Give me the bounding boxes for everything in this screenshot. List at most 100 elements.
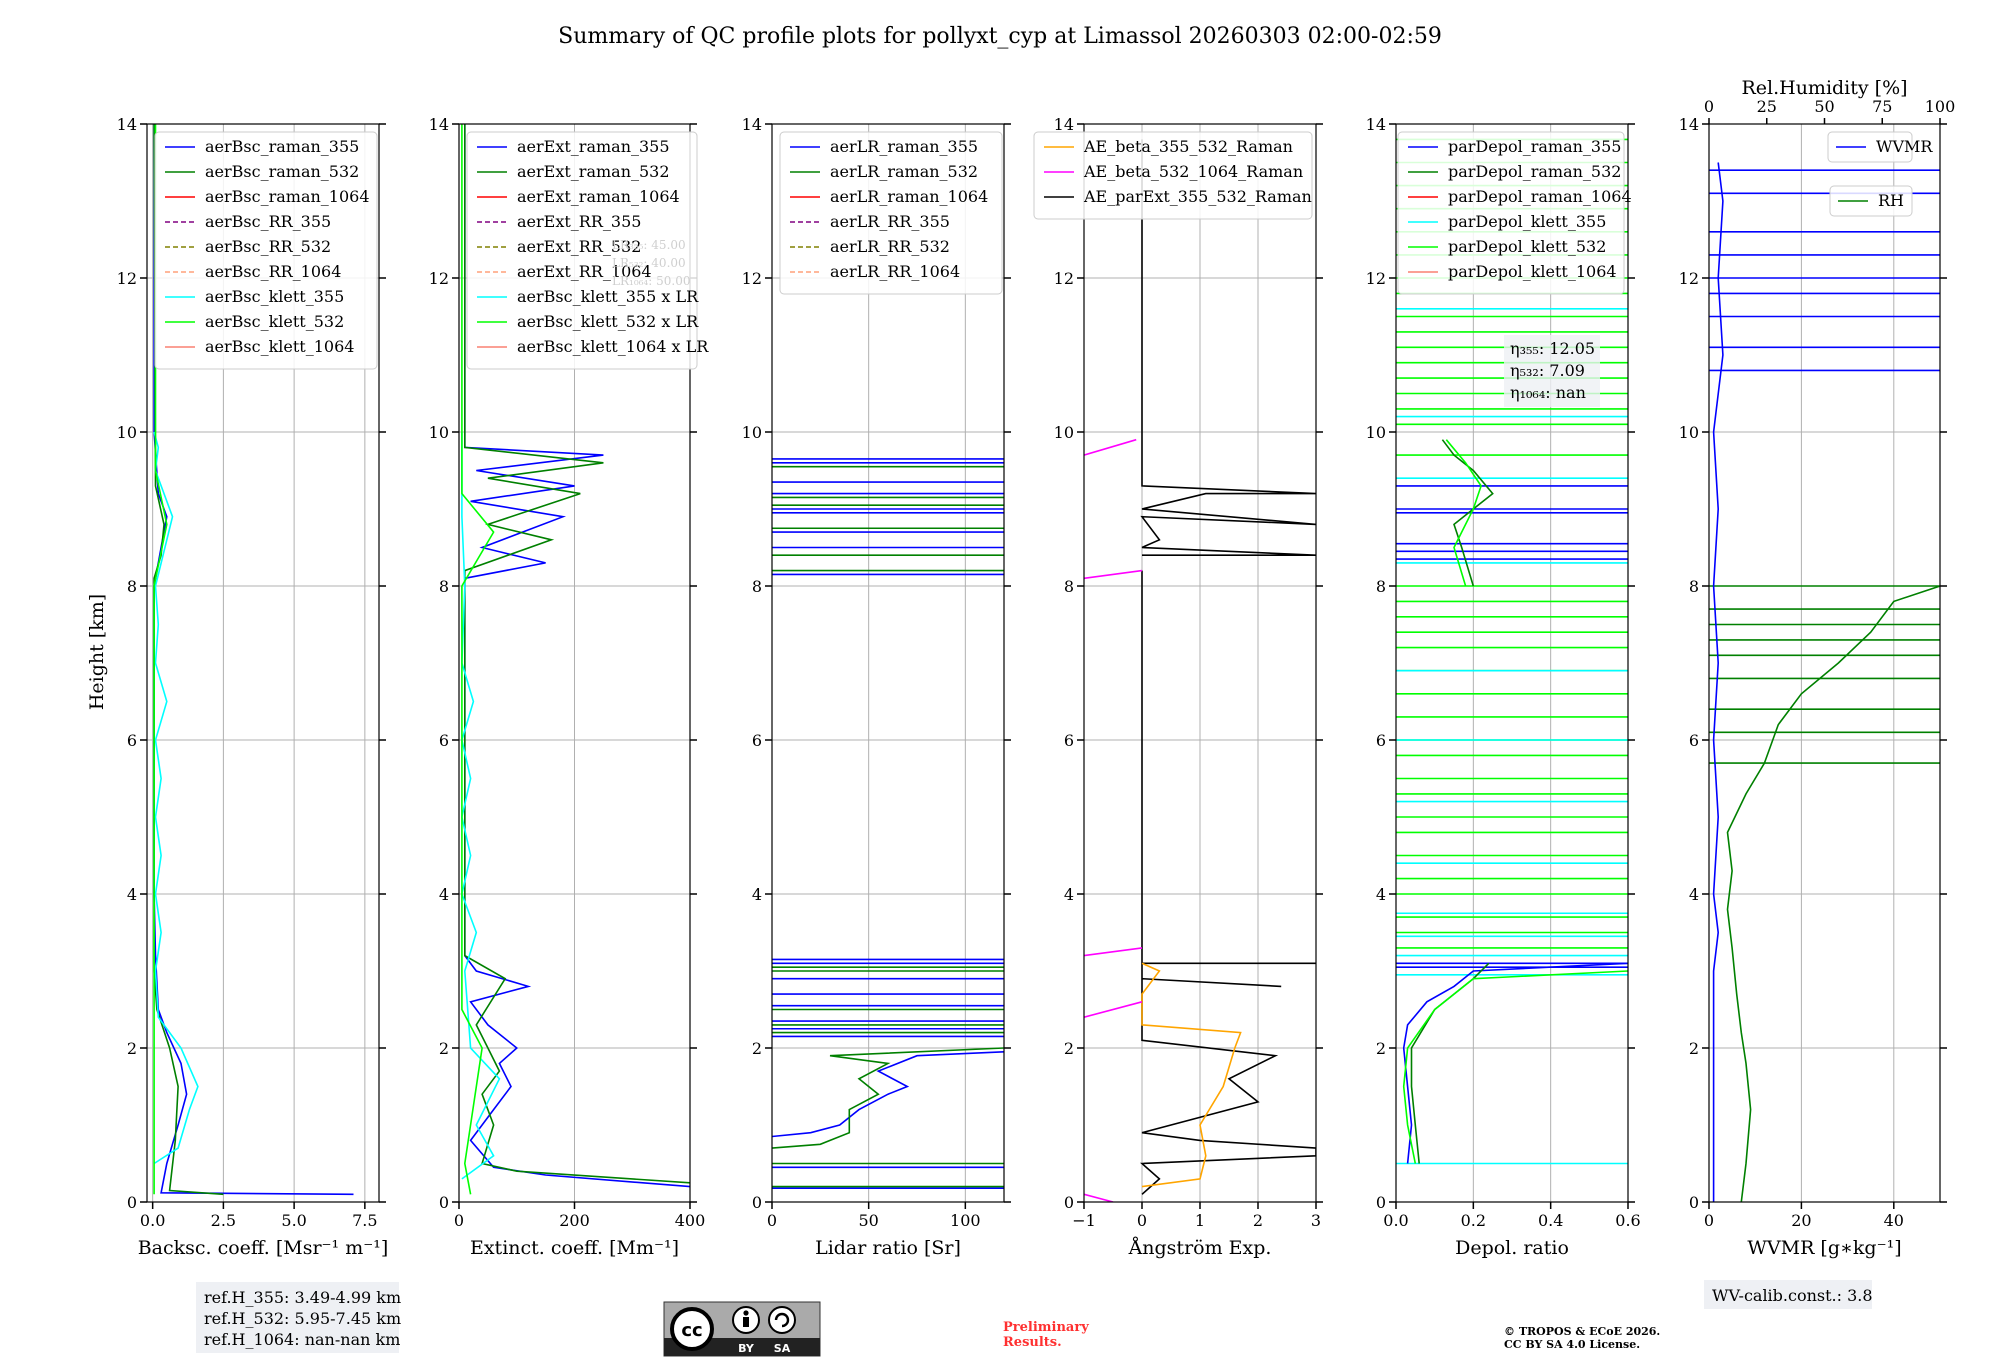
eta-annotation: η₅₃₂: 7.09	[1510, 361, 1585, 380]
legend-box	[154, 131, 378, 370]
y-tick-label: 4	[752, 885, 762, 904]
legend-entry: aerLR_RR_1064	[830, 262, 960, 281]
x-tick-label: 0.4	[1538, 1211, 1563, 1230]
profile-line-magenta	[1084, 947, 1143, 957]
y-tick-label: 2	[439, 1039, 449, 1058]
legend-box	[466, 131, 698, 370]
y-tick-label: 0	[1689, 1193, 1699, 1212]
legend-entry: aerBsc_klett_532	[205, 312, 344, 331]
lr-annotation: LR₅₃₂: 40.00	[612, 256, 686, 270]
x-tick-label: 0.0	[1383, 1211, 1408, 1230]
cc-license-badge[interactable]: cc BY SA	[663, 1301, 821, 1357]
data-layer-ae	[1084, 139, 1316, 1202]
profile-line-blue	[1402, 962, 1628, 1164]
sa-label: SA	[774, 1342, 791, 1355]
profile-line-cyan	[461, 432, 501, 1180]
y-tick-label: 8	[1689, 577, 1699, 596]
profile-line-black	[1140, 139, 1316, 556]
y-tick-label: 0	[752, 1193, 762, 1212]
x-tick-label: 0	[1704, 1211, 1714, 1230]
legend-entry: WVMR	[1876, 137, 1933, 156]
by-person-head	[743, 1310, 749, 1316]
x-axis-label: Backsc. coeff. [Msr⁻¹ m⁻¹]	[138, 1237, 389, 1259]
legend-entry: aerLR_RR_532	[830, 237, 950, 256]
profile-line-green	[464, 124, 690, 1184]
y-tick-label: 10	[1679, 423, 1699, 442]
license-line: CC BY SA 4.0 License.	[1504, 1338, 1640, 1351]
y-tick-label: 2	[127, 1039, 137, 1058]
footer: cc BY SA Preliminary Results. © TROPOS &…	[663, 1301, 1660, 1357]
y-tick-label: 4	[1376, 885, 1386, 904]
y-tick-label: 12	[742, 269, 762, 288]
legend-entry: AE_beta_355_532_Raman	[1083, 137, 1293, 156]
legend-entry: aerExt_RR_532	[517, 237, 641, 256]
y-tick-label: 6	[1376, 731, 1386, 750]
x-tick-label: 0.2	[1461, 1211, 1486, 1230]
data-layer-bsc	[153, 124, 354, 1196]
profile-line-blue	[1712, 162, 1724, 1202]
legend-entry: aerLR_raman_532	[830, 162, 978, 181]
profile-line-magenta	[1084, 569, 1143, 580]
info-box-line: ref.H_355: 3.49-4.99 km	[204, 1288, 401, 1307]
panel-lr: 0 2 4 6 8 10 12 14 0 50 100 Lidar ratio [Sr] aerLR_r…	[742, 115, 1011, 1259]
profile-line-green	[153, 124, 224, 1196]
profile-line-magenta	[1084, 1193, 1114, 1202]
x-tick-label: 40	[1884, 1211, 1904, 1230]
y-tick-label: 10	[1366, 423, 1386, 442]
legend-box	[1829, 185, 1913, 217]
legend-entry: parDepol_raman_1064	[1448, 187, 1632, 206]
figure-title: Summary of QC profile plots for pollyxt_…	[558, 24, 1442, 49]
panel-dep: 0 2 4 6 8 10 12 14 0.0 0.2 0.4 0.6 Depol. ratio parDe…	[1366, 115, 1641, 1259]
info-box	[1704, 1280, 1872, 1309]
legend-box	[1397, 131, 1625, 295]
legend-entry: aerBsc_RR_1064	[205, 262, 341, 281]
profile-line-green	[1441, 439, 1494, 587]
sa-arrow-icon	[774, 1312, 790, 1328]
legend-entry: parDepol_raman_355	[1448, 137, 1621, 156]
profile-line-lime	[1402, 970, 1628, 1164]
legend-entry: aerLR_raman_1064	[830, 187, 988, 206]
y-tick-label: 8	[1064, 577, 1074, 596]
x-tick-label: 400	[675, 1211, 706, 1230]
profile-line-orange	[1141, 962, 1242, 1188]
x-tick-label: 7.5	[352, 1211, 377, 1230]
x-tick-label: 2.5	[211, 1211, 236, 1230]
y-tick-label: 8	[439, 577, 449, 596]
y-tick-label: 4	[1689, 885, 1699, 904]
x-tick-label: 100	[950, 1211, 981, 1230]
y-tick-label: 4	[1064, 885, 1074, 904]
x-tick-label: 0.6	[1615, 1211, 1640, 1230]
x-tick-label: 1	[1195, 1211, 1205, 1230]
sa-share-icon	[768, 1306, 796, 1334]
y-tick-label: 12	[117, 269, 137, 288]
y-tick-label: 0	[439, 1193, 449, 1212]
x-tick-label: −1	[1072, 1211, 1096, 1230]
y-tick-label: 14	[1366, 115, 1386, 134]
legend-entry: aerBsc_RR_532	[205, 237, 331, 256]
legend-entry: AE_beta_532_1064_Raman	[1083, 162, 1303, 181]
y-tick-label: 14	[1054, 115, 1074, 134]
x-axis-label: WVMR [g∗kg⁻¹]	[1747, 1237, 1901, 1259]
y-tick-label: 14	[117, 115, 137, 134]
top-x-tick-label: 100	[1925, 97, 1956, 116]
legend-entry: aerExt_RR_355	[517, 212, 641, 231]
panel-bsc: 0 2 4 6 8 10 12 14 0.0 2.5 5.0 7.5 Backsc. coeff. [M…	[117, 115, 401, 1353]
y-tick-label: 12	[1679, 269, 1699, 288]
y-tick-label: 10	[742, 423, 762, 442]
legend-entry: aerLR_raman_355	[830, 137, 978, 156]
preliminary-results-label: Results.	[1003, 1335, 1062, 1350]
legend-entry: parDepol_klett_1064	[1448, 262, 1617, 281]
y-tick-label: 14	[429, 115, 449, 134]
y-tick-label: 4	[439, 885, 449, 904]
legend-box	[779, 131, 1003, 295]
profile-line-green	[1726, 585, 1940, 1202]
top-x-tick-label: 50	[1814, 97, 1834, 116]
profile-line-green	[772, 1047, 1004, 1149]
x-axis-label: Depol. ratio	[1455, 1237, 1569, 1259]
panel-wv: 0 2 4 6 8 10 12 14 0 20 40 WVMR [g∗kg⁻¹] 0 25 50 75 100 R…	[1679, 77, 1956, 1309]
axes-frame	[1708, 123, 1941, 1203]
legend-lr: aerLR_raman_355 aerLR_raman_532 aerLR_rama…	[779, 131, 1003, 295]
legend-box	[1827, 131, 1913, 163]
